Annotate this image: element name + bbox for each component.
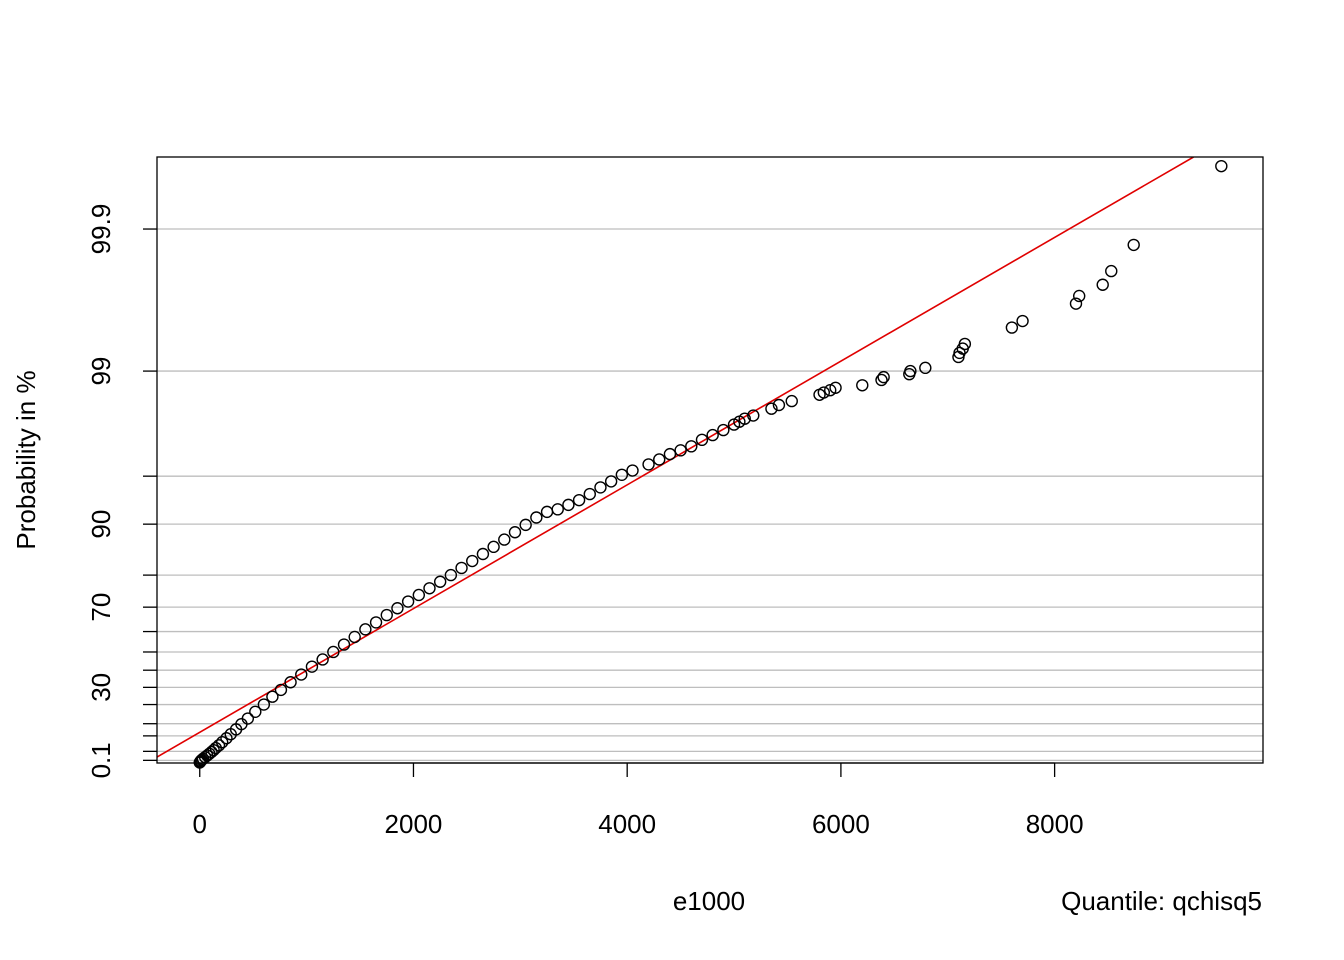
data-point: [257, 698, 271, 711]
y-tick-label: 0.1: [86, 742, 116, 778]
data-point: [919, 361, 932, 375]
data-point: [1127, 238, 1140, 252]
data-point: [829, 381, 842, 394]
data-point: [958, 337, 972, 351]
x-tick-label: 6000: [812, 809, 870, 839]
y-tick-label: 30: [86, 673, 116, 702]
y-tick-label: 70: [86, 593, 116, 622]
data-point: [215, 736, 229, 749]
data-point: [455, 561, 468, 575]
y-tick-label: 99: [86, 357, 116, 386]
data-point: [423, 582, 436, 595]
data-point: [875, 373, 888, 387]
data-point: [594, 481, 607, 494]
data-point: [220, 732, 233, 745]
data-point: [583, 487, 596, 501]
data-point: [487, 540, 500, 554]
data-point: [249, 705, 262, 718]
data-point: [562, 498, 575, 512]
data-point: [551, 503, 564, 516]
data-point: [817, 386, 831, 399]
data-point: [1073, 289, 1086, 303]
gridlines: [157, 228, 1263, 761]
data-points: [193, 159, 1228, 769]
y-tick-label: 99.9: [86, 204, 116, 255]
data-point: [706, 428, 719, 442]
data-point: [295, 668, 308, 681]
data-point: [674, 444, 687, 457]
data-point: [1096, 278, 1109, 291]
data-point: [348, 630, 361, 644]
data-point: [369, 616, 383, 629]
x-tick-label: 2000: [385, 809, 443, 839]
plot-frame: [156, 156, 1264, 764]
data-point: [1215, 159, 1228, 173]
data-point: [685, 440, 698, 453]
data-point: [772, 398, 786, 412]
data-point: [1069, 297, 1083, 310]
data-point: [476, 547, 490, 561]
x-tick-label: 8000: [1026, 809, 1084, 839]
data-point: [572, 493, 586, 507]
data-point: [205, 745, 218, 759]
data-point: [508, 526, 522, 539]
data-point: [412, 588, 426, 602]
x-tick-label: 0: [193, 809, 207, 839]
y-tick-label: 90: [86, 510, 116, 539]
data-point: [284, 676, 297, 689]
data-point: [212, 739, 226, 752]
data-point: [305, 660, 319, 673]
data-point: [444, 568, 458, 582]
data-point: [904, 364, 917, 378]
x-axis-label: e1000: [673, 886, 745, 916]
data-point: [738, 412, 751, 425]
data-point: [266, 690, 279, 703]
data-point: [604, 475, 618, 488]
data-point: [380, 608, 393, 622]
data-point: [327, 645, 340, 659]
y-axis: 0.1 30 70 90 99 99.9: [86, 204, 157, 778]
data-point: [1005, 321, 1019, 334]
data-point: [359, 623, 372, 636]
data-point: [717, 423, 730, 437]
data-point: [337, 638, 351, 651]
data-point: [765, 402, 778, 415]
data-point: [433, 575, 447, 588]
data-point: [498, 533, 511, 546]
data-point: [391, 602, 404, 615]
data-point: [695, 433, 709, 447]
data-point: [401, 595, 415, 608]
data-point: [1105, 264, 1118, 278]
data-point: [615, 468, 629, 482]
data-point: [1016, 314, 1029, 328]
data-point: [466, 554, 479, 568]
data-point: [663, 447, 677, 461]
data-point: [519, 518, 532, 532]
data-point: [642, 458, 655, 471]
x-tick-label: 4000: [598, 809, 656, 839]
data-point: [316, 653, 329, 666]
data-point: [653, 453, 666, 466]
data-point: [877, 370, 890, 384]
quantile-annotation: Quantile: qchisq5: [1061, 886, 1262, 916]
data-point: [274, 683, 288, 697]
data-point: [540, 505, 554, 519]
data-point: [530, 511, 543, 524]
y-axis-label: Probability in %: [11, 370, 41, 549]
data-point: [626, 464, 639, 477]
data-point: [747, 409, 760, 422]
data-point: [856, 379, 869, 392]
data-point: [785, 394, 798, 408]
data-point: [241, 712, 255, 725]
x-axis: 0 2000 4000 6000 8000: [193, 762, 1084, 839]
